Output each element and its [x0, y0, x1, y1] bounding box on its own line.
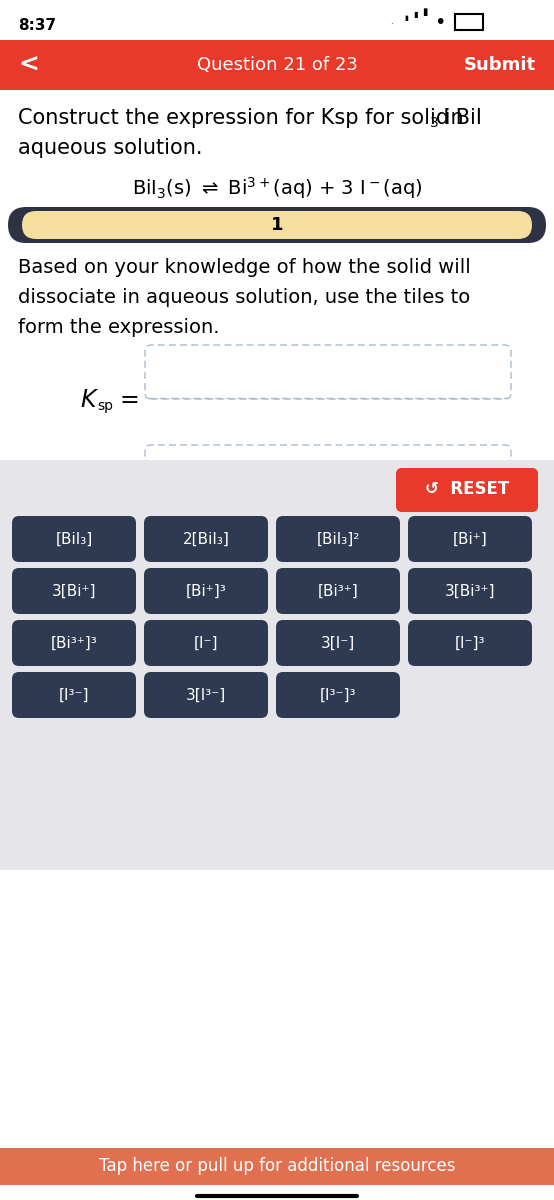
Text: ▮: ▮ — [422, 7, 427, 17]
FancyBboxPatch shape — [22, 211, 532, 239]
FancyBboxPatch shape — [276, 672, 400, 718]
FancyBboxPatch shape — [145, 346, 511, 398]
FancyBboxPatch shape — [0, 460, 554, 870]
FancyBboxPatch shape — [408, 620, 532, 666]
Text: 3: 3 — [430, 116, 439, 130]
FancyBboxPatch shape — [408, 568, 532, 614]
Text: [Bi³⁺]³: [Bi³⁺]³ — [50, 636, 98, 650]
Text: .: . — [390, 18, 393, 26]
Text: ▮: ▮ — [413, 11, 418, 19]
FancyBboxPatch shape — [276, 620, 400, 666]
Text: form the expression.: form the expression. — [18, 318, 219, 337]
FancyBboxPatch shape — [8, 206, 546, 242]
FancyBboxPatch shape — [276, 516, 400, 562]
Text: =: = — [120, 388, 140, 412]
Text: 8:37: 8:37 — [18, 18, 56, 32]
FancyBboxPatch shape — [12, 672, 136, 718]
Text: 2[BiI₃]: 2[BiI₃] — [183, 532, 229, 546]
Text: [I³⁻]: [I³⁻] — [59, 688, 89, 702]
Text: <: < — [18, 53, 39, 77]
FancyBboxPatch shape — [144, 516, 268, 562]
Text: Question 21 of 23: Question 21 of 23 — [197, 56, 357, 74]
Text: 3[Bi³⁺]: 3[Bi³⁺] — [445, 583, 495, 599]
FancyBboxPatch shape — [12, 516, 136, 562]
Text: Tap here or pull up for additional resources: Tap here or pull up for additional resou… — [99, 1157, 455, 1175]
Text: [BiI₃]: [BiI₃] — [55, 532, 93, 546]
FancyBboxPatch shape — [276, 568, 400, 614]
FancyBboxPatch shape — [12, 568, 136, 614]
FancyBboxPatch shape — [408, 516, 532, 562]
Text: ▮: ▮ — [404, 14, 408, 20]
Text: in: in — [438, 108, 464, 128]
Text: sp: sp — [97, 398, 113, 413]
Text: aqueous solution.: aqueous solution. — [18, 138, 203, 158]
FancyBboxPatch shape — [396, 468, 538, 512]
Text: 3[Bi⁺]: 3[Bi⁺] — [52, 583, 96, 599]
Text: 1: 1 — [271, 216, 283, 234]
FancyBboxPatch shape — [144, 568, 268, 614]
Text: Submit: Submit — [464, 56, 536, 74]
Text: K: K — [80, 388, 95, 412]
Text: [I³⁻]³: [I³⁻]³ — [320, 688, 356, 702]
FancyBboxPatch shape — [12, 620, 136, 666]
FancyBboxPatch shape — [145, 445, 511, 499]
Text: [BiI₃]²: [BiI₃]² — [316, 532, 360, 546]
FancyBboxPatch shape — [144, 620, 268, 666]
FancyBboxPatch shape — [0, 40, 554, 90]
Text: 3[I³⁻]: 3[I³⁻] — [186, 688, 226, 702]
Text: ↺  RESET: ↺ RESET — [425, 480, 509, 498]
Text: 3[I⁻]: 3[I⁻] — [321, 636, 355, 650]
Text: [Bi⁺]³: [Bi⁺]³ — [186, 583, 227, 599]
Text: BiI$_3$(s) $\rightleftharpoons$ Bi$^{3+}$(aq) + 3 I$^-$(aq): BiI$_3$(s) $\rightleftharpoons$ Bi$^{3+}… — [132, 175, 422, 200]
FancyBboxPatch shape — [144, 672, 268, 718]
Text: dissociate in aqueous solution, use the tiles to: dissociate in aqueous solution, use the … — [18, 288, 470, 307]
Text: [I⁻]: [I⁻] — [194, 636, 218, 650]
Text: [Bi³⁺]: [Bi³⁺] — [317, 583, 358, 599]
Text: •: • — [434, 12, 445, 31]
FancyBboxPatch shape — [0, 1148, 554, 1186]
Text: [Bi⁺]: [Bi⁺] — [453, 532, 488, 546]
Text: Construct the expression for Ksp for solid BiI: Construct the expression for Ksp for sol… — [18, 108, 482, 128]
Text: [I⁻]³: [I⁻]³ — [455, 636, 485, 650]
Text: Based on your knowledge of how the solid will: Based on your knowledge of how the solid… — [18, 258, 471, 277]
